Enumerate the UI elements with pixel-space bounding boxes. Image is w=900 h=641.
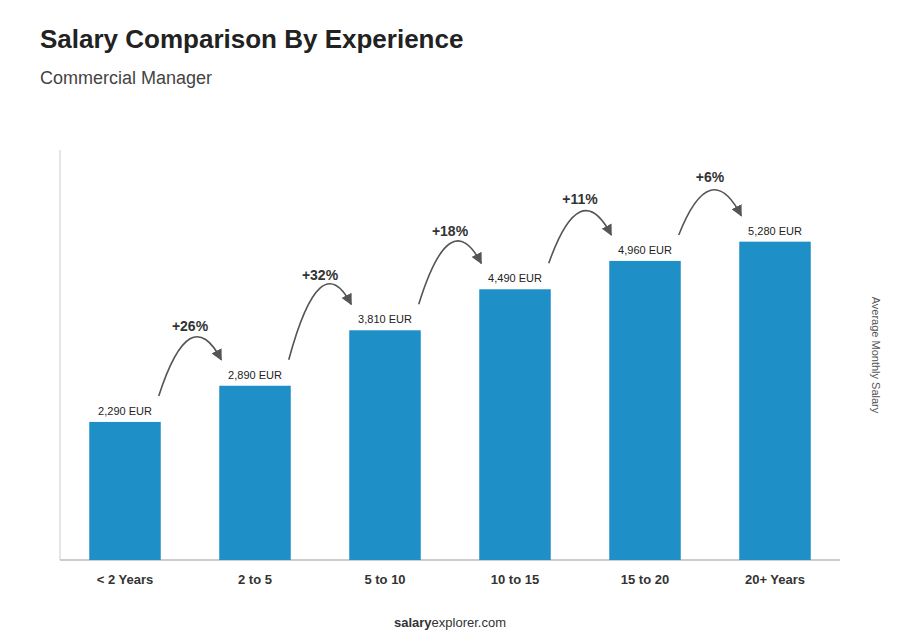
y-axis-label: Average Monthly Salary [870,297,882,414]
footer-part: explorer.com [432,615,506,630]
growth-arrow [419,241,482,304]
growth-arrow [159,337,222,396]
footer: salaryexplorer.com [394,615,506,630]
x-axis-line [60,560,840,561]
x-tick-label: 15 to 20 [621,572,669,587]
bar [349,330,421,560]
bars [89,242,811,560]
subtitle: Commercial Manager [40,68,212,88]
title: Salary Comparison By Experience [40,24,463,54]
growth-label: +32% [302,267,339,283]
bar [219,386,291,560]
growth-label: +26% [172,318,209,334]
x-tick-label: 5 to 10 [364,572,405,587]
chart-container: Salary Comparison By Experience Commercia… [0,0,900,641]
value-label: 4,490 EUR [488,272,542,284]
footer-part: salary [394,615,432,630]
bar [479,289,551,560]
value-label: 2,890 EUR [228,369,282,381]
x-tick-label: 20+ Years [745,572,805,587]
bar [739,242,811,560]
bar [89,422,161,560]
chart-svg: Salary Comparison By Experience Commercia… [0,0,900,641]
x-tick-label: < 2 Years [97,572,154,587]
growth-label: +18% [432,223,469,239]
growth-arrow [289,284,352,360]
x-tick-label: 10 to 15 [491,572,539,587]
value-label: 4,960 EUR [618,244,672,256]
value-label: 3,810 EUR [358,313,412,325]
value-label: 5,280 EUR [748,225,802,237]
value-label: 2,290 EUR [98,405,152,417]
growth-label: +11% [562,191,598,207]
x-tick-label: 2 to 5 [238,572,272,587]
growth-arrow [679,190,742,235]
growth-label: +6% [696,169,725,185]
y-axis-line [60,150,61,560]
bar [609,261,681,560]
growth-arrow [549,211,612,264]
